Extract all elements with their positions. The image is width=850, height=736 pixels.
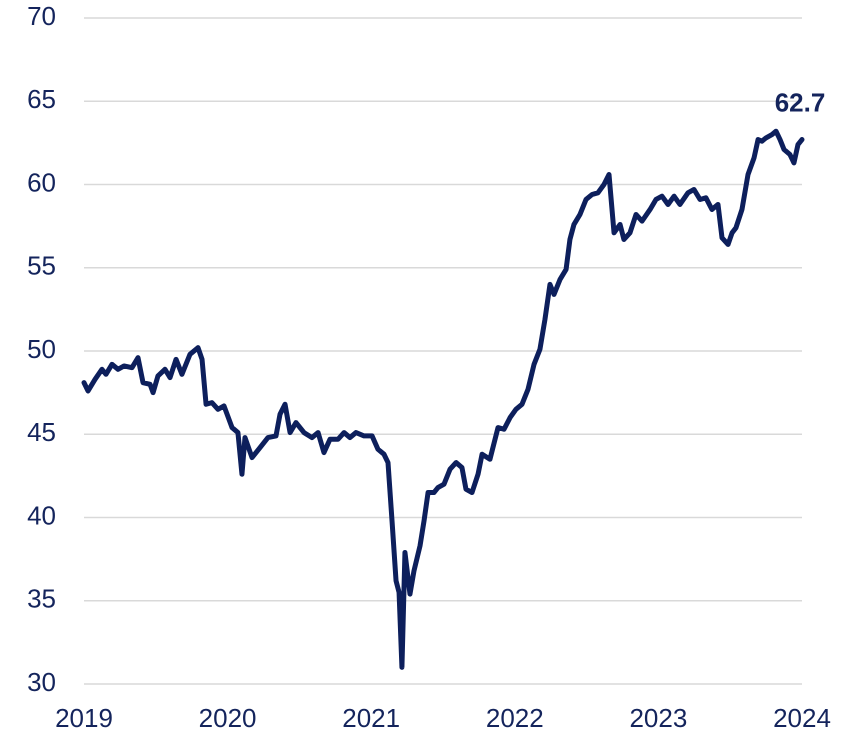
x-tick-label: 2024 bbox=[773, 703, 831, 733]
x-tick-label: 2020 bbox=[199, 703, 257, 733]
y-tick-label: 50 bbox=[27, 334, 56, 364]
annotation: 62.7 bbox=[775, 87, 826, 117]
x-tick-label: 2019 bbox=[55, 703, 113, 733]
y-tick-label: 35 bbox=[27, 584, 56, 614]
y-tick-label: 45 bbox=[27, 417, 56, 447]
y-tick-label: 70 bbox=[27, 1, 56, 31]
line-series bbox=[81, 128, 805, 670]
y-tick-label: 30 bbox=[27, 667, 56, 697]
y-tick-label: 60 bbox=[27, 167, 56, 197]
y-tick-label: 40 bbox=[27, 500, 56, 530]
x-tick-label: 2022 bbox=[486, 703, 544, 733]
y-tick-label: 55 bbox=[27, 251, 56, 281]
x-tick-label: 2021 bbox=[342, 703, 400, 733]
x-tick-label: 2023 bbox=[629, 703, 687, 733]
y-tick-label: 65 bbox=[27, 84, 56, 114]
